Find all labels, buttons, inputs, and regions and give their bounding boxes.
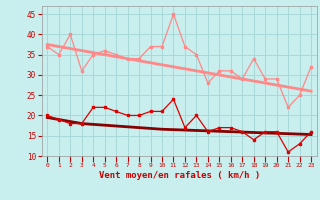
X-axis label: Vent moyen/en rafales ( km/h ): Vent moyen/en rafales ( km/h ): [99, 171, 260, 180]
